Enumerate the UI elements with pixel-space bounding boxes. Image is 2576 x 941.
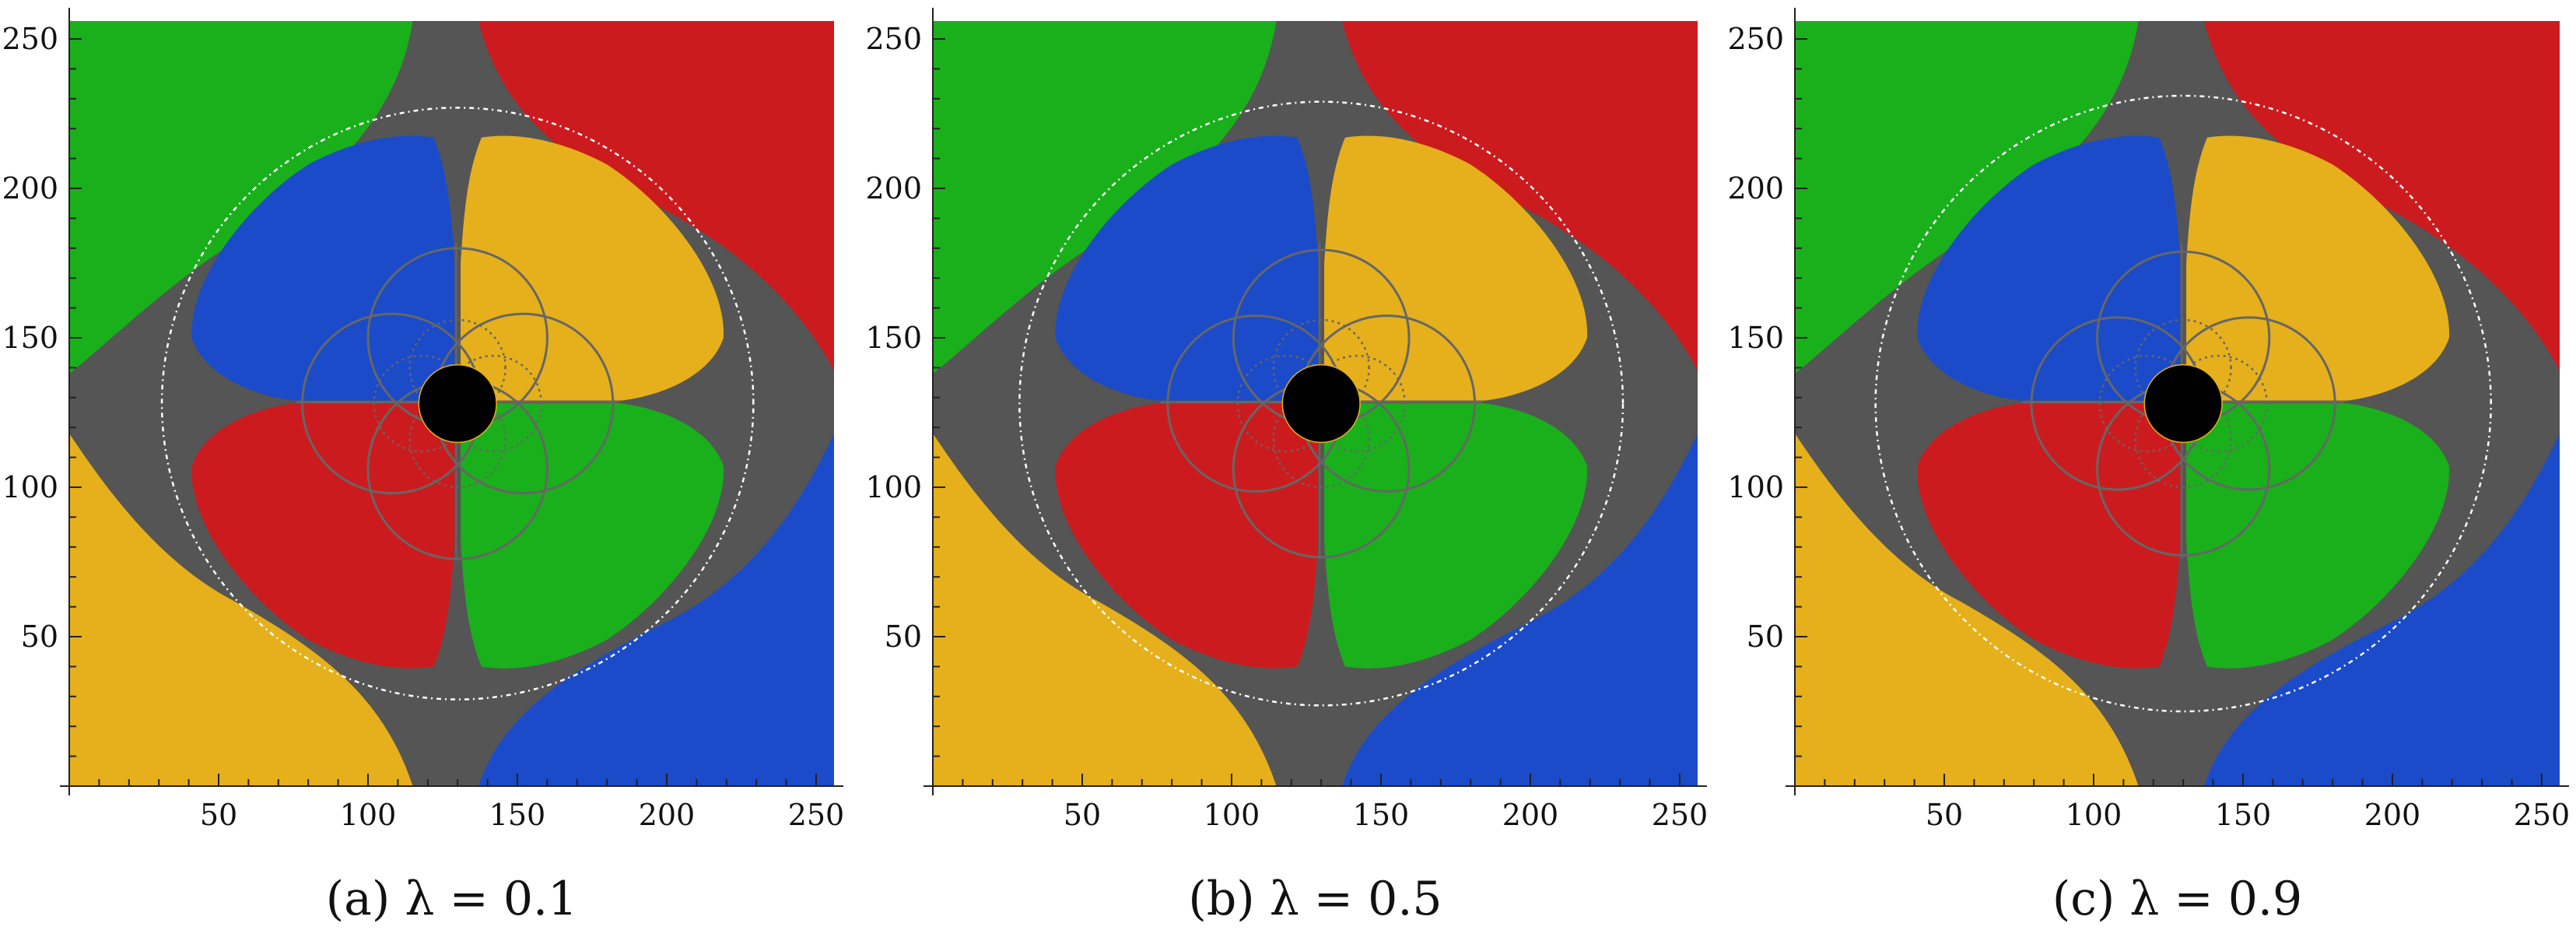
- x-tick-label: 50: [1064, 798, 1101, 832]
- x-tick-label: 100: [340, 798, 397, 832]
- lobe-blue-group: [1055, 135, 1319, 401]
- caption-a: (a) λ = 0.1: [325, 872, 578, 926]
- x-tick-label: 50: [200, 798, 237, 832]
- corner-blue: [2204, 433, 2560, 786]
- corner-red: [1342, 21, 1698, 371]
- einstein-ring: [1019, 102, 1623, 706]
- lobe-red: [191, 403, 455, 669]
- x-tick-label: 50: [1926, 798, 1963, 832]
- corner-red: [478, 21, 834, 371]
- lobe-yellow: [2186, 135, 2450, 401]
- caption-c: (c) λ = 0.9: [2052, 872, 2303, 926]
- y-tick-label: 50: [885, 620, 922, 654]
- lobe-blue: [1917, 135, 2181, 401]
- x-tick-label: 250: [788, 798, 845, 832]
- panel-b: 50 100 150 200 250 50 100 150 200 250 (b) λ = 0.5: [864, 0, 1723, 941]
- y-tick-label: 100: [1727, 470, 1784, 504]
- y-tick-label: 250: [1727, 22, 1784, 56]
- lobe-yellow-group: [1324, 135, 1588, 401]
- y-tick-label: 250: [2, 22, 58, 56]
- x-tick-label: 250: [1652, 798, 1709, 832]
- lobe-yellow: [1324, 135, 1588, 401]
- plot-b: 50 100 150 200 250 50 100 150 200 250: [865, 8, 1709, 832]
- caption-b: (b) λ = 0.5: [1188, 872, 1442, 926]
- einstein-ring: [162, 107, 753, 699]
- lobe-yellow-group: [2186, 135, 2450, 401]
- x-tick-label: 200: [2364, 798, 2421, 832]
- lobe-red: [1917, 403, 2181, 669]
- corner-yellow: [69, 433, 413, 786]
- lobe-yellow-group: [461, 135, 724, 401]
- corner-blue: [1342, 433, 1698, 786]
- x-tick-label: 200: [639, 798, 696, 832]
- lobe-blue: [191, 135, 455, 401]
- lobe-green: [1324, 403, 1588, 669]
- image-area: [933, 21, 1698, 786]
- x-tick-label: 150: [1353, 798, 1410, 832]
- x-tick-label: 250: [2514, 798, 2571, 832]
- corner-red: [2204, 21, 2560, 371]
- panel-c: 50 100 150 200 250 50 100 150 200 250 (c) λ = 0.9: [1726, 0, 2576, 941]
- y-tick-label: 50: [21, 620, 58, 654]
- lobe-red-group: [191, 403, 455, 669]
- y-tick-label: 200: [2, 171, 58, 205]
- x-tick-label: 100: [2066, 798, 2122, 832]
- x-tick-label: 200: [1502, 798, 1559, 832]
- einstein-ring: [1876, 96, 2491, 711]
- black-hole-shadow: [419, 365, 496, 443]
- lobe-green: [461, 403, 724, 669]
- y-tick-label: 150: [1727, 321, 1784, 355]
- y-tick-label: 250: [865, 22, 922, 56]
- image-area: [69, 21, 834, 786]
- x-tick-label: 150: [489, 798, 546, 832]
- lobe-yellow: [461, 135, 724, 401]
- black-hole-shadow: [2144, 365, 2222, 443]
- y-tick-label: 100: [865, 470, 922, 504]
- lobe-green-group: [461, 403, 724, 669]
- x-tick-label: 100: [1204, 798, 1260, 832]
- corner-yellow: [1795, 433, 2139, 786]
- corner-green: [1795, 21, 2139, 374]
- y-tick-label: 200: [1727, 171, 1784, 205]
- lobe-green-group: [2186, 403, 2450, 669]
- plot-a: 50 100 150 200 250 50 100 150 200 250: [2, 8, 845, 832]
- y-tick-label: 150: [865, 321, 922, 355]
- panel-a: 50 100 150 200 250 50 100 150 200 250 (a) λ = 0.1: [0, 0, 859, 941]
- black-hole-shadow: [1282, 365, 1360, 443]
- y-tick-label: 100: [2, 470, 58, 504]
- lobe-red-group: [1917, 403, 2181, 669]
- lobe-red-group: [1055, 403, 1319, 669]
- lobe-red: [1055, 403, 1319, 669]
- lobe-blue-group: [191, 135, 455, 401]
- corner-green: [933, 21, 1277, 374]
- corner-blue: [478, 433, 834, 786]
- lobe-green: [2186, 403, 2450, 669]
- y-tick-label: 150: [2, 321, 58, 355]
- plot-c: 50 100 150 200 250 50 100 150 200 250: [1727, 8, 2571, 832]
- image-area: [1795, 21, 2560, 786]
- lobe-green-group: [1324, 403, 1588, 669]
- x-tick-label: 150: [2215, 798, 2272, 832]
- corner-green: [69, 21, 413, 374]
- lobe-blue-group: [1917, 135, 2181, 401]
- y-tick-label: 50: [1747, 620, 1784, 654]
- y-tick-label: 200: [865, 171, 922, 205]
- corner-yellow: [933, 433, 1277, 786]
- lobe-blue: [1055, 135, 1319, 401]
